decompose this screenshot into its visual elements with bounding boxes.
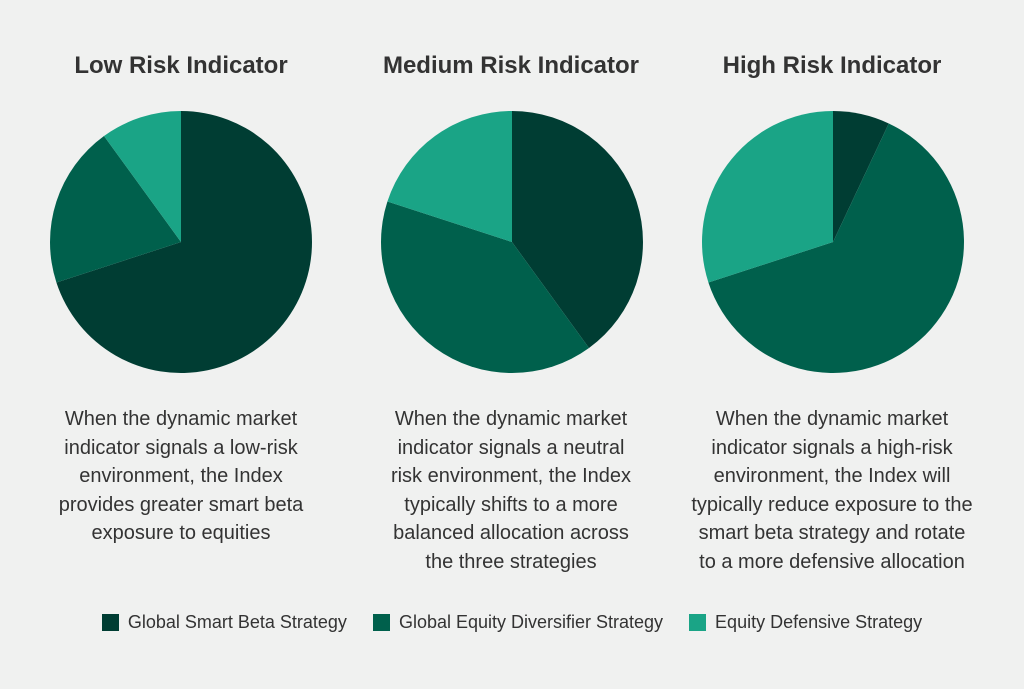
description-line: risk environment, the Index [390, 465, 632, 487]
description-line: When the dynamic market [64, 408, 298, 430]
chart-title: Low Risk Indicator [74, 52, 288, 79]
legend-label: Equity Defensive Strategy [715, 612, 923, 632]
description-line: When the dynamic market [394, 408, 628, 430]
description-line: When the dynamic market [715, 408, 949, 430]
slice-global-smart-beta [56, 111, 312, 373]
legend-item-equity-defensive: Equity Defensive Strategy [689, 612, 922, 633]
description-line: environment, the Index will [713, 465, 951, 487]
legend-item-global-smart-beta: Global Smart Beta Strategy [101, 612, 347, 633]
description-line: to a more defensive allocation [699, 550, 965, 573]
description-line: the three strategies [425, 550, 597, 573]
description-line: provides greater smart beta [58, 493, 304, 516]
slice-global-smart-beta [512, 111, 643, 348]
description-line: typically reduce exposure to the [691, 493, 973, 516]
legend-label: Global Smart Beta Strategy [127, 612, 347, 632]
description-line: balanced allocation across [393, 522, 629, 544]
pie-chart-low-risk [49, 111, 312, 373]
description-line: indicator signals a neutral [397, 436, 625, 459]
pie-chart-high-risk [701, 111, 964, 374]
legend-item-global-equity-diversifier: Global Equity Diversifier Strategy [372, 612, 664, 633]
description-line: exposure to equities [91, 522, 271, 544]
legend-swatch [689, 614, 707, 631]
legend: Global Smart Beta Strategy Global Equity… [0, 612, 1024, 633]
chart-title: High Risk Indicator [722, 52, 942, 79]
slice-global-equity-diversifier [708, 123, 964, 374]
description-line: typically shifts to a more [404, 493, 618, 516]
slice-equity-defensive [104, 111, 181, 242]
slice-equity-defensive [701, 111, 833, 283]
slice-global-equity-diversifier [380, 201, 589, 373]
slice-global-equity-diversifier [49, 136, 181, 283]
legend-swatch [101, 614, 119, 631]
description-high-risk: When the dynamic market indicator signal… [672, 405, 992, 576]
description-line: environment, the Index [79, 465, 283, 487]
description-line: smart beta strategy and rotate [698, 522, 966, 544]
legend-swatch [372, 614, 390, 631]
slice-equity-defensive [387, 111, 512, 242]
legend-label: Global Equity Diversifier Strategy [398, 612, 664, 632]
chart-title: Medium Risk Indicator [382, 52, 640, 79]
pie-chart-medium-risk [380, 111, 643, 373]
description-medium-risk: When the dynamic market indicator signal… [351, 405, 671, 576]
description-line: indicator signals a high-risk [711, 436, 953, 459]
slice-global-smart-beta [833, 111, 889, 242]
description-line: indicator signals a low-risk [64, 436, 298, 459]
description-low-risk: When the dynamic market indicator signal… [21, 405, 341, 548]
